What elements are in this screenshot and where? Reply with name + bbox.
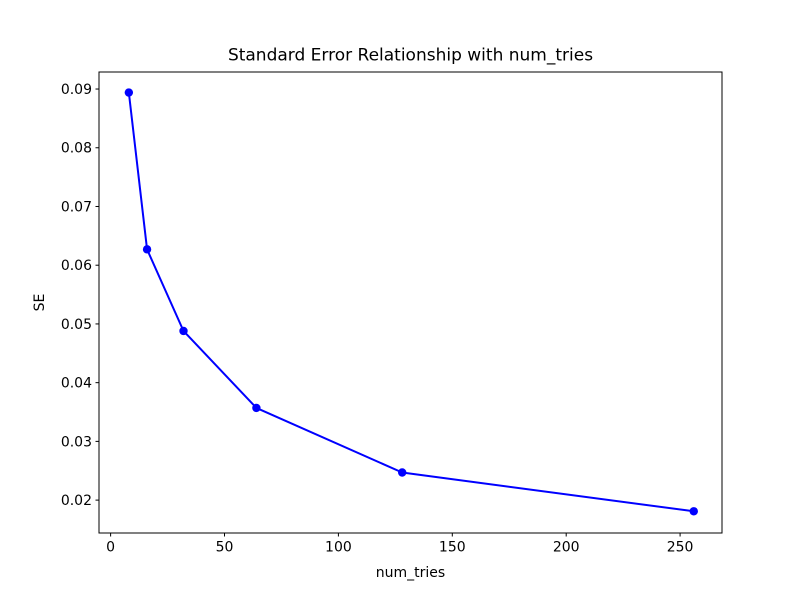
x-tick-label: 100 <box>325 540 352 556</box>
x-tick-label: 50 <box>216 540 234 556</box>
x-axis-label: num_tries <box>376 565 445 581</box>
y-tick-label: 0.03 <box>61 434 92 450</box>
x-tick-label: 0 <box>106 540 115 556</box>
data-point-marker <box>142 245 152 254</box>
y-tick-label: 0.08 <box>61 141 92 157</box>
series-line <box>127 91 695 513</box>
x-tick-label: 250 <box>667 540 694 556</box>
x-tick-label: 200 <box>553 540 580 556</box>
y-tick-label: 0.07 <box>61 199 92 215</box>
x-axis-ticks: 0 50 100 150 200 250 <box>106 533 693 556</box>
data-point-marker <box>179 326 188 336</box>
chart-title: Standard Error Relationship with num_tri… <box>228 46 593 66</box>
y-tick-label: 0.02 <box>61 493 92 509</box>
x-tick-label: 150 <box>439 540 466 556</box>
y-tick-label: 0.06 <box>61 258 92 274</box>
plot-frame <box>98 71 723 534</box>
data-point-marker <box>689 507 698 516</box>
data-point-marker <box>397 468 407 477</box>
y-axis-label: SE <box>32 294 48 312</box>
y-tick-label: 0.09 <box>61 82 92 98</box>
plot-border <box>98 71 723 534</box>
data-series <box>124 88 698 516</box>
data-point-marker <box>252 403 261 413</box>
y-tick-label: 0.05 <box>61 317 92 333</box>
y-axis-ticks: 0.02 0.03 0.04 0.05 0.06 0.07 0.08 0.09 <box>61 82 99 509</box>
data-point-marker <box>124 88 134 97</box>
y-tick-label: 0.04 <box>61 376 92 392</box>
